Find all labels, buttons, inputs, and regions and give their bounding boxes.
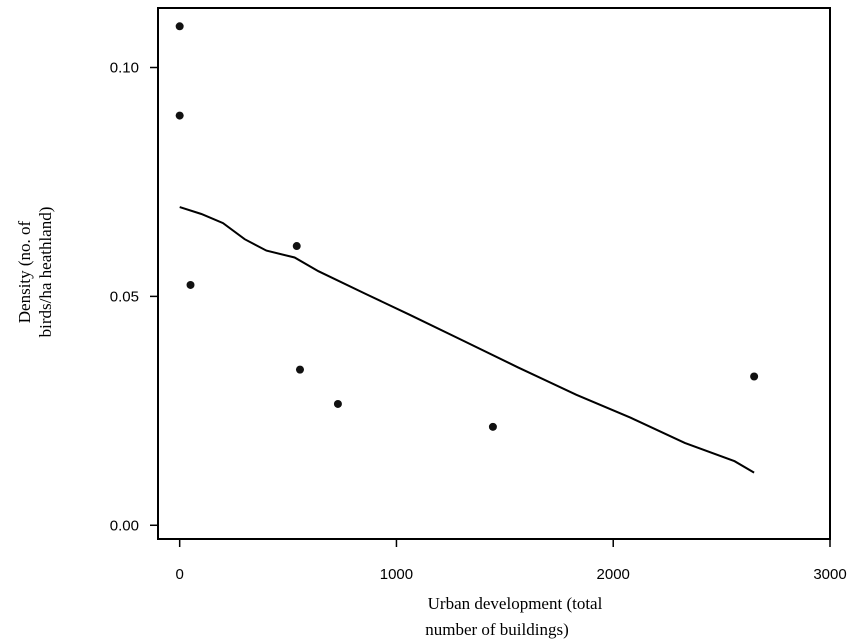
x-tick-label: 0 [176,566,184,583]
x-tick-label: 3000 [813,566,846,583]
data-point [488,422,497,431]
data-point [186,280,195,289]
data-point [750,372,759,381]
y-tick-label: 0.05 [110,288,139,305]
y-tick-label: 0.00 [110,517,139,534]
data-point [292,242,301,251]
fitted-line [179,206,755,474]
x-tick-label: 2000 [597,566,630,583]
data-point [333,399,342,408]
y-tick-label: 0.10 [110,60,139,77]
y-axis-title-line-1: Density (no. of [15,220,34,323]
data-point [295,365,304,374]
y-axis: 0.00 0.05 0.10 [110,60,158,534]
plot-frame [157,7,831,540]
x-axis-title-line-1: Urban development (total [428,594,603,613]
y-axis-title-line-2: birds/ha heathland) [36,207,55,338]
data-points [175,22,759,431]
x-axis: 0 1000 2000 3000 [176,539,847,583]
x-tick-label: 1000 [380,566,413,583]
x-axis-title-line-2: number of buildings) [425,620,569,639]
data-point [175,111,184,120]
data-point [175,22,184,31]
